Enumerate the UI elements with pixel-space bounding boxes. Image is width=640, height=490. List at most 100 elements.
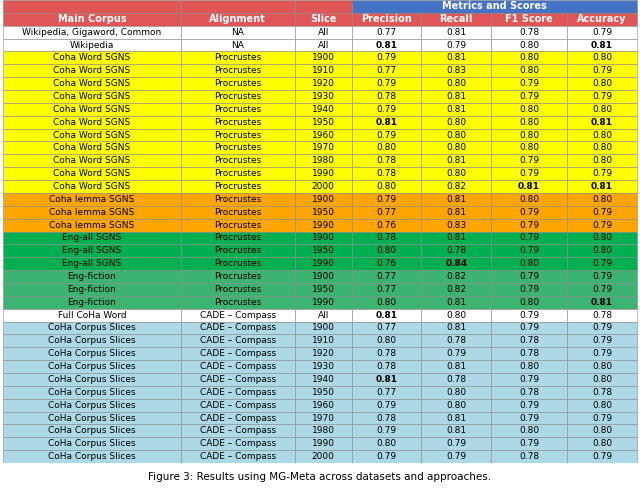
Bar [352, 39, 421, 51]
Bar [491, 386, 567, 399]
Bar [421, 51, 491, 64]
Bar [294, 116, 352, 128]
Text: Coha Word SGNS: Coha Word SGNS [53, 66, 131, 75]
Bar [294, 103, 352, 116]
Text: 1910: 1910 [312, 336, 335, 345]
Bar [352, 0, 637, 13]
Text: 0.79: 0.79 [376, 401, 397, 410]
Text: CADE – Compass: CADE – Compass [200, 426, 276, 436]
Bar [352, 77, 421, 90]
Bar [352, 373, 421, 386]
Bar [567, 128, 637, 142]
Bar [421, 13, 491, 25]
Bar [421, 399, 491, 412]
Bar [491, 180, 567, 193]
Text: CADE – Compass: CADE – Compass [200, 452, 276, 461]
Text: 0.82: 0.82 [446, 272, 466, 281]
Bar [491, 437, 567, 450]
Bar [352, 180, 421, 193]
Bar [352, 245, 421, 257]
Bar [294, 90, 352, 103]
Text: 1990: 1990 [312, 298, 335, 307]
Text: 0.80: 0.80 [519, 66, 539, 75]
Bar [352, 51, 421, 64]
Bar [352, 399, 421, 412]
Bar [421, 232, 491, 245]
Text: 0.80: 0.80 [592, 156, 612, 165]
Bar [421, 167, 491, 180]
Bar [421, 321, 491, 334]
Bar [491, 321, 567, 334]
Bar [3, 103, 180, 116]
Text: CoHa Corpus Slices: CoHa Corpus Slices [48, 362, 136, 371]
Text: 0.80: 0.80 [446, 118, 467, 127]
Bar [421, 154, 491, 167]
Bar [491, 245, 567, 257]
Bar [180, 0, 294, 13]
Bar [491, 64, 567, 77]
Text: 0.79: 0.79 [376, 426, 397, 436]
Text: 0.79: 0.79 [376, 105, 397, 114]
Bar [421, 424, 491, 437]
Text: 0.78: 0.78 [446, 336, 467, 345]
Bar [567, 219, 637, 232]
Text: 0.78: 0.78 [519, 336, 539, 345]
Text: 1900: 1900 [312, 323, 335, 333]
Text: CADE – Compass: CADE – Compass [200, 414, 276, 422]
Bar [421, 128, 491, 142]
Text: 0.80: 0.80 [376, 246, 397, 255]
Bar [294, 77, 352, 90]
Text: All: All [317, 27, 329, 37]
Bar [3, 219, 180, 232]
Bar [3, 13, 180, 25]
Bar [3, 270, 180, 283]
Text: 0.79: 0.79 [519, 220, 539, 230]
Bar [180, 39, 294, 51]
Text: F1 Score: F1 Score [505, 14, 553, 24]
Bar [421, 360, 491, 373]
Bar [352, 103, 421, 116]
Bar [294, 167, 352, 180]
Text: 0.80: 0.80 [592, 246, 612, 255]
Bar [567, 90, 637, 103]
Text: Procrustes: Procrustes [214, 53, 261, 62]
Text: Eng-all SGNS: Eng-all SGNS [62, 259, 122, 268]
Bar [567, 437, 637, 450]
Bar [294, 245, 352, 257]
Text: 0.80: 0.80 [446, 311, 467, 319]
Text: 0.80: 0.80 [446, 169, 467, 178]
Bar [352, 257, 421, 270]
Bar [294, 424, 352, 437]
Text: 1930: 1930 [312, 362, 335, 371]
Bar [352, 206, 421, 219]
Bar [294, 257, 352, 270]
Text: 0.81: 0.81 [376, 375, 397, 384]
Bar [180, 424, 294, 437]
Bar [3, 116, 180, 128]
Bar [3, 39, 180, 51]
Text: 0.79: 0.79 [519, 323, 539, 333]
Text: 1940: 1940 [312, 375, 335, 384]
Bar [567, 450, 637, 463]
Bar [180, 232, 294, 245]
Bar [352, 25, 421, 39]
Bar [491, 128, 567, 142]
Text: CADE – Compass: CADE – Compass [200, 375, 276, 384]
Bar [352, 232, 421, 245]
Text: Procrustes: Procrustes [214, 92, 261, 101]
Bar [567, 13, 637, 25]
Text: 0.80: 0.80 [592, 233, 612, 243]
Text: 0.78: 0.78 [376, 349, 397, 358]
Text: 0.79: 0.79 [519, 285, 539, 294]
Text: 0.80: 0.80 [519, 259, 539, 268]
Bar [421, 39, 491, 51]
Bar [3, 0, 180, 13]
Bar [352, 296, 421, 309]
Text: CADE – Compass: CADE – Compass [200, 362, 276, 371]
Text: 0.78: 0.78 [592, 388, 612, 397]
Bar [180, 257, 294, 270]
Bar [352, 386, 421, 399]
Text: 0.80: 0.80 [376, 298, 397, 307]
Text: 0.81: 0.81 [446, 414, 467, 422]
Text: 1990: 1990 [312, 439, 335, 448]
